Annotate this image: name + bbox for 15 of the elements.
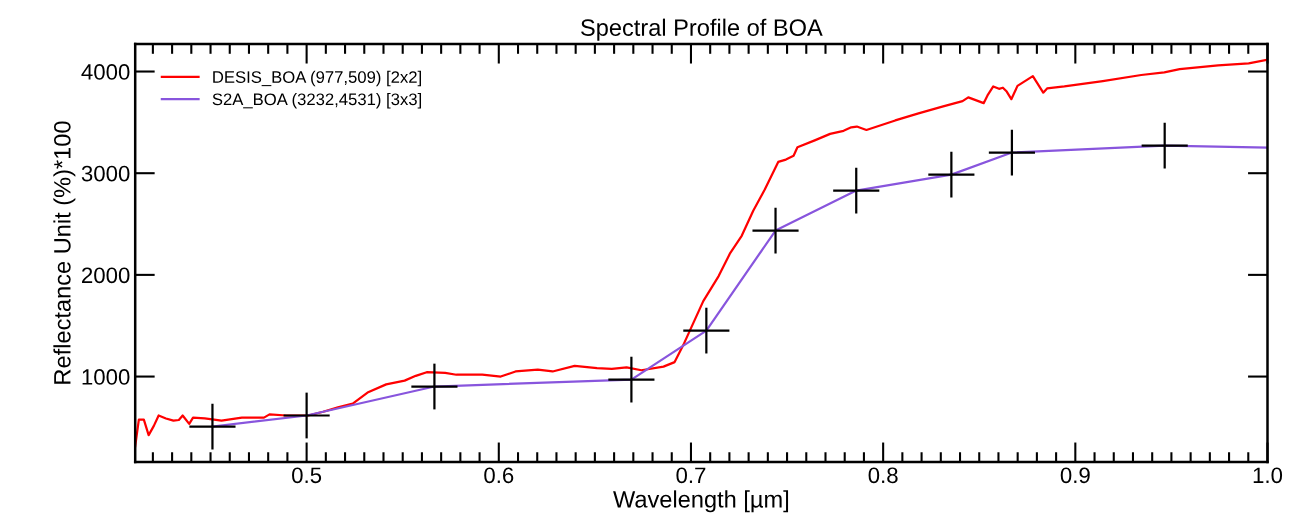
x-tick-label: 0.8 — [868, 467, 898, 484]
x-tick-label: 0.6 — [484, 467, 514, 484]
legend-label: DESIS_BOA (977,509) [2x2] — [213, 70, 421, 87]
y-tick-label: 3000 — [81, 165, 130, 182]
legend-label: S2A_BOA (3232,4531) [3x3] — [212, 92, 422, 109]
x-tick-label: 0.5 — [292, 467, 322, 484]
x-tick-label: 0.7 — [676, 467, 706, 484]
y-axis-title: Reflectance Unit (%)*100 — [53, 121, 76, 384]
y-tick-label: 2000 — [82, 267, 130, 284]
y-tick-label: 1000 — [82, 369, 130, 385]
chart-title: Spectral Profile of BOA — [581, 18, 823, 41]
x-axis-title: Wavelength [µm] — [613, 490, 789, 513]
y-tick-label: 4000 — [81, 64, 130, 80]
x-tick-label: 1.0 — [1253, 467, 1283, 484]
x-tick-label: 0.9 — [1060, 467, 1090, 484]
